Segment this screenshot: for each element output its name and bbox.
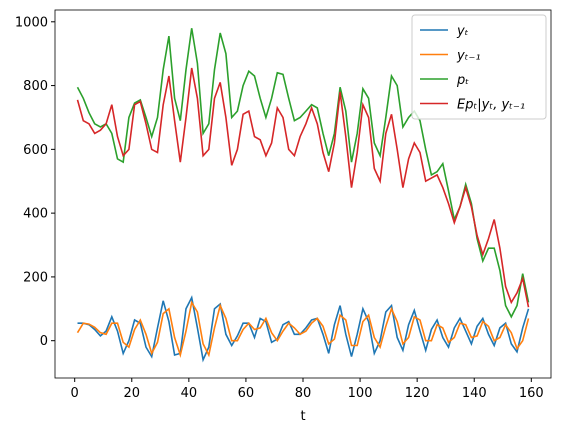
y-tick-label: 800 xyxy=(23,79,48,94)
x-tick-label: 160 xyxy=(519,386,544,401)
y-tick-label: 600 xyxy=(23,143,48,158)
plot-frame xyxy=(54,9,552,379)
y-tick-label: 0 xyxy=(40,334,48,349)
series-line xyxy=(76,300,530,358)
y-tick-label: 200 xyxy=(23,270,48,285)
x-axis-label: t xyxy=(300,409,305,424)
series-line xyxy=(77,295,530,363)
legend-label: pₜ xyxy=(456,73,469,88)
legend-label: Epₜ|yₜ, yₜ₋₁ xyxy=(457,98,525,113)
x-tick-label: 120 xyxy=(405,386,430,401)
x-tick-label: 20 xyxy=(123,386,140,401)
legend-box xyxy=(411,14,547,120)
x-tick-label: 60 xyxy=(238,386,255,401)
x-tick-label: 0 xyxy=(71,386,79,401)
series-line xyxy=(76,28,530,319)
y-tick-label: 400 xyxy=(23,207,48,222)
y-tick-label: 1000 xyxy=(15,15,48,30)
x-tick-label: 80 xyxy=(295,386,312,401)
x-tick-label: 100 xyxy=(348,386,373,401)
legend-label: yₜ₋₁ xyxy=(456,49,481,64)
legend-label: yₜ xyxy=(456,24,469,39)
x-tick-label: 140 xyxy=(462,386,487,401)
x-tick-label: 40 xyxy=(181,386,198,401)
series-line xyxy=(76,67,530,308)
